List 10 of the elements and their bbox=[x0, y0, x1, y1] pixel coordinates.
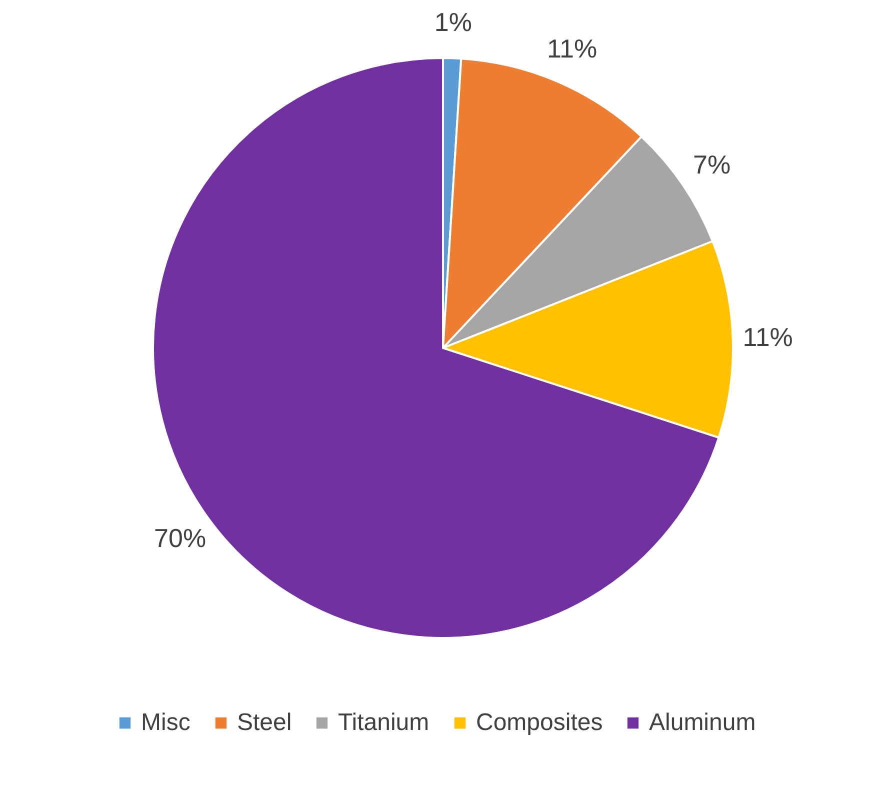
legend-label: Steel bbox=[237, 709, 292, 736]
data-label: 11% bbox=[742, 322, 793, 352]
data-label: 1% bbox=[434, 7, 472, 38]
data-label: 11% bbox=[547, 34, 598, 64]
legend-label: Composites bbox=[476, 709, 603, 736]
legend-label: Titanium bbox=[338, 709, 430, 736]
data-label: 7% bbox=[693, 149, 731, 180]
data-label: 70% bbox=[154, 523, 206, 554]
legend-label: Aluminum bbox=[649, 709, 756, 736]
legend-label: Misc bbox=[141, 709, 190, 736]
